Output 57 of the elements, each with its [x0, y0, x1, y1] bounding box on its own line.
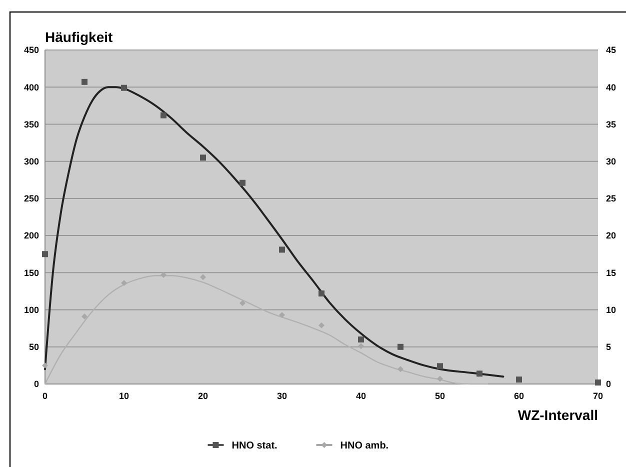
line-series [44, 275, 488, 385]
x-axis-title: WZ-Intervall [518, 407, 598, 423]
point [240, 180, 246, 186]
legend-label: HNO amb. [340, 440, 389, 452]
point [200, 274, 206, 280]
point [398, 366, 404, 372]
y-axis-title: Häufigkeit [45, 29, 114, 45]
point [240, 300, 246, 306]
y2-tick-label: 35 [606, 119, 616, 130]
x-tick-label: 60 [514, 391, 524, 401]
y2-tick-label: 15 [606, 268, 616, 278]
y-tick-label: 300 [24, 156, 39, 166]
point [358, 336, 364, 342]
point [318, 290, 324, 296]
point [82, 78, 88, 85]
point [121, 280, 127, 286]
point [398, 344, 404, 350]
y2-tick-label: 0 [606, 379, 612, 390]
y-tick-label: 150 [24, 268, 39, 278]
point [160, 112, 166, 118]
y2-tick-label: 5 [606, 342, 612, 352]
legend-label: HNO stat. [232, 440, 278, 452]
y-tick-label: 250 [24, 194, 39, 204]
point [318, 322, 324, 328]
x-tick-label: 20 [198, 391, 208, 401]
point [358, 343, 364, 350]
point [595, 380, 601, 386]
point [279, 246, 285, 253]
y-tick-label: 200 [24, 230, 39, 241]
y-tick-label: 100 [24, 304, 39, 315]
x-tick-label: 70 [592, 391, 604, 401]
y-tick-label: 400 [24, 82, 39, 92]
y-tick-label: 350 [24, 119, 39, 130]
point [42, 362, 48, 368]
x-tick-label: 0 [42, 391, 48, 401]
point [279, 312, 285, 318]
point [476, 370, 482, 377]
x-tick-label: 30 [276, 391, 288, 401]
y2-tick-label: 20 [606, 230, 616, 241]
point [121, 84, 127, 91]
point [437, 363, 443, 370]
point [437, 376, 443, 382]
x-tick-label: 50 [434, 391, 446, 401]
y2-tick-label: 30 [606, 156, 616, 166]
y2-tick-label: 25 [606, 194, 616, 204]
point [200, 154, 206, 161]
x-tick-label: 10 [118, 391, 130, 401]
y-tick-label: 50 [28, 342, 39, 352]
point [42, 251, 48, 258]
x-tick-label: 40 [356, 391, 366, 401]
y2-tick-label: 10 [606, 304, 616, 315]
y-tick-label: 450 [24, 45, 39, 56]
y2-tick-label: 45 [606, 45, 616, 56]
y-tick-label: 0 [34, 379, 39, 390]
point [82, 313, 88, 320]
y2-tick-label: 40 [606, 82, 616, 92]
point [516, 376, 522, 383]
